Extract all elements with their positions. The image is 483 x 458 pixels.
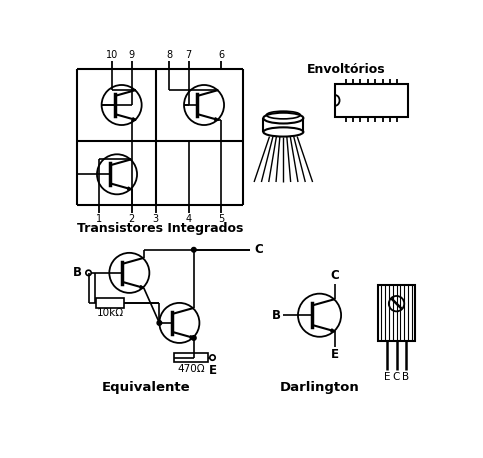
Text: Darlington: Darlington: [280, 381, 359, 394]
Text: C: C: [331, 269, 340, 282]
Text: Equivalente: Equivalente: [102, 381, 191, 394]
Polygon shape: [140, 285, 144, 288]
Text: 9: 9: [128, 50, 135, 60]
Polygon shape: [132, 118, 136, 120]
Text: E: E: [331, 349, 339, 361]
Text: 1: 1: [96, 213, 101, 224]
Text: 5: 5: [218, 213, 224, 224]
Text: C: C: [254, 243, 263, 256]
Bar: [335, 84, 408, 116]
Bar: [378, 285, 415, 341]
Circle shape: [191, 336, 196, 340]
Text: E: E: [384, 372, 391, 382]
Text: 8: 8: [166, 50, 172, 60]
Text: 10: 10: [105, 50, 118, 60]
Text: Transistores Integrados: Transistores Integrados: [77, 222, 243, 235]
Polygon shape: [214, 118, 218, 120]
Text: C: C: [393, 372, 400, 382]
Circle shape: [191, 247, 196, 252]
Bar: [174, 353, 208, 362]
Text: 2: 2: [128, 213, 135, 224]
Text: 470Ω: 470Ω: [177, 364, 205, 374]
Circle shape: [157, 321, 162, 325]
Text: 6: 6: [218, 50, 224, 60]
Text: 7: 7: [185, 50, 192, 60]
Text: Envoltórios: Envoltórios: [307, 63, 386, 76]
Text: B: B: [73, 267, 83, 279]
Polygon shape: [190, 336, 194, 338]
Polygon shape: [128, 187, 131, 190]
Text: 10kΩ: 10kΩ: [97, 308, 124, 318]
Text: E: E: [209, 365, 216, 377]
Text: 3: 3: [153, 213, 158, 224]
Text: B: B: [272, 309, 281, 322]
Text: B: B: [402, 372, 409, 382]
Text: 4: 4: [185, 213, 192, 224]
Bar: [96, 298, 124, 307]
Polygon shape: [331, 329, 335, 332]
